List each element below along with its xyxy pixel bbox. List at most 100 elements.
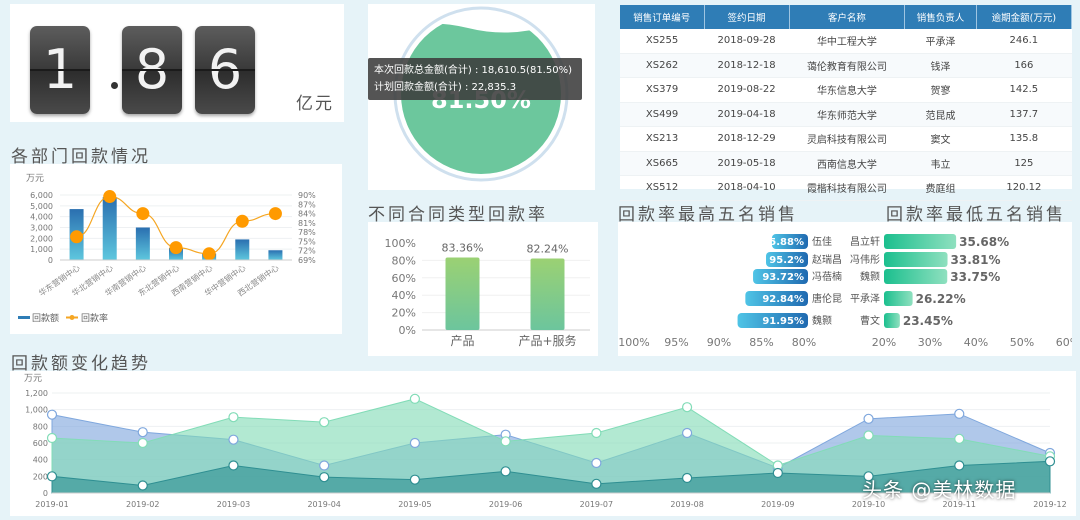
y2-tick-label: 90% [298, 191, 316, 200]
top-value-label: 91.95% [762, 316, 804, 327]
top-bar-唐伦昆 [745, 291, 808, 306]
point-series-dark [319, 472, 330, 483]
top-bar-伍佳 [771, 234, 808, 249]
table-row[interactable]: XS499 2019-04-18 华东师范大学 范昆成 137.7 [620, 102, 1072, 127]
bottom-bar-冯伟彤 [884, 252, 948, 267]
tooltip-line-1: 本次回款总金额(合计) : 18,610.5(81.50%) [374, 65, 572, 76]
table-row[interactable]: XS665 2019-05-18 西南信息大学 韦立 125 [620, 151, 1072, 176]
legend-line-dot [69, 315, 75, 320]
point-series-green [137, 437, 148, 449]
point-series-dark [681, 472, 693, 484]
bottom5-section-title: 回款率最低五名销售 [886, 205, 1066, 225]
cell: 华中工程大学 [789, 29, 905, 54]
cell: 钱泽 [904, 53, 977, 78]
rate-point-华南营销中心 [136, 207, 150, 221]
table-row[interactable]: XS262 2018-12-18 蔼伦教育有限公司 钱泽 166 [620, 53, 1072, 78]
point-series-green [228, 412, 239, 423]
x-tick-label: 2019-09 [761, 500, 794, 509]
legend-bar-label: 回款额 [32, 312, 59, 324]
cell: 137.7 [976, 102, 1072, 127]
overdue-table-panel: 销售订单编号 签约日期 客户名称 销售负责人 逾期金额(万元) XS255 201… [620, 5, 1073, 201]
table-row[interactable]: XS255 2018-09-28 华中工程大学 平承泽 246.1 [620, 29, 1072, 54]
x-tick-label: 产品 [450, 334, 474, 348]
kpi-decimal-point [111, 82, 118, 89]
cell: 韦立 [904, 151, 977, 176]
x-tick-label: 2019-08 [670, 500, 703, 509]
point-series-blue [409, 437, 421, 449]
bottom-x-tick: 40% [964, 336, 988, 349]
top-name-label: 唐伦昆 [812, 292, 842, 305]
point-series-blue [46, 409, 58, 420]
y-tick-label: 6,000 [30, 191, 53, 200]
top-bar-赵瑞昌 [766, 252, 808, 267]
x-tick-label: 产品+服务 [518, 333, 576, 348]
contract-chart[interactable]: 100% 80% 60% 40% 20% 0% 83.36% 产品 82.24% 产品+服务 [368, 222, 598, 356]
y2-tick-label: 84% [298, 210, 316, 219]
legend-bar-swatch [18, 316, 30, 319]
col-order-id[interactable]: 销售订单编号 [620, 5, 705, 29]
point-series-green [591, 427, 602, 439]
dept-chart-panel: 万元 6,000 5,000 4,000 3,000 2,000 1,000 0 90% 87% 8… [10, 164, 342, 334]
point-series-green [319, 417, 330, 428]
x-tick-label: 2019-06 [489, 500, 522, 509]
x-tick-label: 2019-11 [943, 500, 976, 509]
col-customer[interactable]: 客户名称 [789, 5, 906, 29]
y-tick-label: 0 [43, 489, 48, 498]
col-sign-date[interactable]: 签约日期 [704, 5, 790, 29]
x-tick-label: 2019-12 [1033, 500, 1066, 509]
top-name-label: 冯蓓楠 [812, 270, 842, 283]
bottom-x-tick: 30% [918, 336, 942, 349]
kpi-digit-1: 1 [30, 26, 90, 114]
y2-tick-label: 72% [298, 247, 316, 256]
point-series-blue [681, 427, 693, 439]
trend-chart[interactable]: 万元 1,200 1,000 800 600 400 200 0 2019-01 2019-02 2… [10, 371, 1076, 516]
bottom-name-label: 魏颢 [860, 270, 880, 283]
y-tick-label: 80% [392, 254, 416, 267]
cell: 费庭组 [904, 175, 977, 201]
ranking-chart[interactable]: 95.88% 伍佳 95.2% 赵瑞昌 93.72% 冯蓓楠 92.84% 唐伦昆 91.95%… [618, 222, 1080, 356]
x-tick-label: 2019-04 [307, 500, 340, 509]
value-label: 83.36% [442, 241, 484, 254]
point-series-green [409, 393, 421, 404]
x-tick-label: 2019-03 [217, 500, 250, 509]
top-value-label: 93.72% [762, 272, 804, 283]
bottom-name-label: 平承泽 [850, 293, 880, 305]
cell: XS262 [620, 53, 705, 78]
y2-tick-label: 75% [298, 237, 316, 246]
col-owner[interactable]: 销售负责人 [904, 5, 977, 29]
point-series-green [500, 436, 511, 447]
rate-point-华东营销中心 [70, 230, 84, 244]
y-tick-label: 600 [33, 439, 48, 448]
top-value-label: 95.88% [762, 237, 804, 248]
point-series-blue [228, 434, 239, 445]
table-header-row: 销售订单编号 签约日期 客户名称 销售负责人 逾期金额(万元) [620, 5, 1073, 29]
point-series-blue [591, 457, 602, 469]
kpi-digit-3: 6 [195, 26, 255, 114]
top-x-tick: 80% [792, 336, 816, 349]
point-series-blue [863, 413, 874, 424]
cell: XS665 [620, 151, 705, 176]
top-bar-魏颢 [737, 313, 808, 328]
bottom-x-tick: 50% [1010, 336, 1034, 349]
overdue-table: 销售订单编号 签约日期 客户名称 销售负责人 逾期金额(万元) XS255 201… [620, 5, 1073, 201]
y-axis-unit: 万元 [24, 374, 42, 384]
table-row[interactable]: XS379 2019-08-22 华东信息大学 贺寥 142.5 [620, 77, 1072, 103]
top-name-label: 魏颢 [812, 314, 832, 327]
kpi-digit-2: 8 [122, 26, 182, 114]
bottom-value-label: 23.45% [903, 314, 953, 328]
rate-point-华中营销中心 [235, 214, 249, 228]
bottom-bar-昌立轩 [884, 234, 957, 249]
dept-chart[interactable]: 万元6,0005,0004,0003,0002,0001,000090%87%8… [10, 164, 342, 334]
point-series-green [46, 432, 58, 444]
x-tick-label: 2019-10 [852, 500, 885, 509]
table-row[interactable]: XS512 2018-04-10 霞楷科技有限公司 费庭组 120.12 [620, 175, 1072, 201]
cell: 华东师范大学 [789, 102, 905, 127]
point-series-dark [772, 467, 783, 479]
col-overdue-amount[interactable]: 逾期金额(万元) [976, 5, 1073, 29]
y-tick-label: 1,000 [25, 406, 48, 415]
cell: 2018-09-28 [704, 29, 790, 54]
top5-section-title: 回款率最高五名销售 [618, 205, 798, 225]
legend-line-label: 回款率 [81, 312, 108, 324]
table-row[interactable]: XS213 2018-12-29 灵启科技有限公司 窦文 135.8 [620, 126, 1072, 152]
y-tick-label: 1,200 [25, 389, 48, 398]
